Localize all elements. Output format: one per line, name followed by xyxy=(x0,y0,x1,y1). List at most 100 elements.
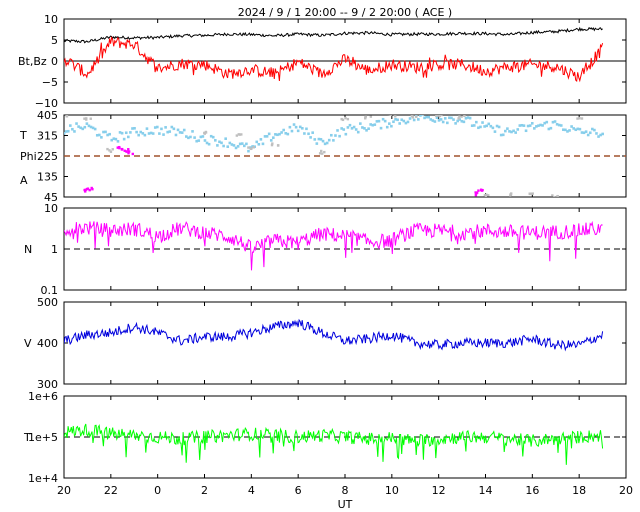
y-tick-label: 300 xyxy=(37,378,58,391)
data-point-phi_toward xyxy=(509,194,512,197)
data-point-theta xyxy=(356,130,360,134)
data-point-theta xyxy=(338,134,341,138)
data-point-theta xyxy=(599,133,602,137)
data-point-theta xyxy=(164,126,167,129)
data-point-phi_away xyxy=(131,152,134,156)
data-point-phi_away xyxy=(116,146,119,149)
x-tick-label: 20 xyxy=(57,484,71,497)
data-point-theta xyxy=(510,130,513,134)
data-point-theta xyxy=(207,142,211,146)
data-point-theta xyxy=(553,120,557,123)
y-axis-label-t: T xyxy=(19,129,27,142)
panel-density: 10 1 0.1 N xyxy=(24,202,627,297)
data-point-theta xyxy=(307,132,310,136)
y-tick-label: 45 xyxy=(44,191,58,204)
data-point-theta xyxy=(477,126,480,130)
data-point-theta xyxy=(464,116,468,120)
data-point-theta xyxy=(91,126,95,130)
data-point-theta xyxy=(166,130,169,134)
data-point-phi_toward xyxy=(578,116,581,120)
data-point-theta xyxy=(555,122,559,126)
data-point-theta xyxy=(588,131,592,135)
data-point-theta xyxy=(182,128,186,132)
data-point-theta xyxy=(172,127,176,131)
x-tick-label: 8 xyxy=(342,484,349,497)
data-point-theta xyxy=(131,127,134,130)
plot-area xyxy=(64,318,604,352)
data-point-theta xyxy=(85,122,89,125)
data-point-theta xyxy=(79,126,82,130)
data-point-theta xyxy=(528,124,532,127)
data-point-theta xyxy=(247,149,250,153)
data-point-theta xyxy=(383,119,387,123)
data-point-phi_toward xyxy=(394,115,397,118)
chart-title: 2024 / 9 / 1 20:00 -- 9 / 2 20:00 ( ACE … xyxy=(238,6,452,19)
data-point-theta xyxy=(151,132,155,135)
data-point-phi_toward xyxy=(415,115,418,118)
data-point-theta xyxy=(129,131,132,134)
data-point-theta xyxy=(325,141,329,145)
data-point-theta xyxy=(547,127,551,131)
data-point-theta xyxy=(489,124,493,128)
x-tick-label: 12 xyxy=(432,484,446,497)
data-point-theta xyxy=(263,135,267,138)
data-point-theta xyxy=(568,129,571,132)
data-point-phi_toward xyxy=(458,115,461,118)
data-point-theta xyxy=(483,125,486,128)
x-tick-label: 14 xyxy=(479,484,493,497)
data-point-theta xyxy=(576,127,580,131)
data-point-theta xyxy=(462,120,466,124)
data-point-theta xyxy=(530,122,534,125)
data-point-theta xyxy=(160,127,163,131)
data-point-theta xyxy=(255,140,259,144)
data-point-theta xyxy=(120,131,124,135)
data-point-theta xyxy=(108,132,111,136)
data-point-theta xyxy=(118,131,122,134)
y-tick-label: 0.1 xyxy=(41,284,59,297)
y-axis-label-a: A xyxy=(20,174,28,187)
data-point-phi_toward xyxy=(83,117,86,120)
data-point-theta xyxy=(168,130,172,133)
data-point-theta xyxy=(292,123,296,126)
data-point-theta xyxy=(98,133,101,137)
data-point-theta xyxy=(340,127,343,130)
data-point-theta xyxy=(566,130,569,133)
data-point-theta xyxy=(559,124,563,127)
data-point-phi_toward xyxy=(111,148,114,151)
data-point-theta xyxy=(224,137,227,140)
data-point-theta xyxy=(257,143,261,146)
data-point-phi_toward xyxy=(340,117,343,121)
data-point-theta xyxy=(439,118,443,121)
data-point-theta xyxy=(274,133,277,136)
y-tick-label: 1e+5 xyxy=(28,431,58,444)
series-speed xyxy=(64,318,604,352)
data-point-theta xyxy=(584,130,588,133)
data-point-theta xyxy=(472,124,476,127)
data-point-theta xyxy=(282,128,285,132)
data-point-theta xyxy=(545,120,549,124)
data-point-theta xyxy=(294,125,298,129)
data-point-theta xyxy=(133,126,136,130)
data-point-theta xyxy=(514,131,517,134)
data-point-theta xyxy=(220,141,223,145)
y-tick-label: 10 xyxy=(44,13,58,26)
y-tick-label: −5 xyxy=(42,76,58,89)
data-point-theta xyxy=(64,132,66,135)
data-point-theta xyxy=(127,135,130,139)
data-point-theta xyxy=(580,131,584,134)
data-point-theta xyxy=(73,130,76,133)
data-point-theta xyxy=(261,142,265,146)
data-point-theta xyxy=(209,134,213,138)
data-point-theta xyxy=(205,141,209,145)
data-point-theta xyxy=(487,122,491,126)
data-point-theta xyxy=(311,131,314,134)
data-point-theta xyxy=(572,127,575,130)
data-point-theta xyxy=(562,128,565,132)
data-point-phi_toward xyxy=(247,146,250,149)
data-point-phi_toward xyxy=(411,116,415,119)
data-point-theta xyxy=(363,127,366,130)
data-point-theta xyxy=(479,125,482,129)
data-point-phi_away xyxy=(125,150,128,153)
data-point-theta xyxy=(222,144,225,148)
